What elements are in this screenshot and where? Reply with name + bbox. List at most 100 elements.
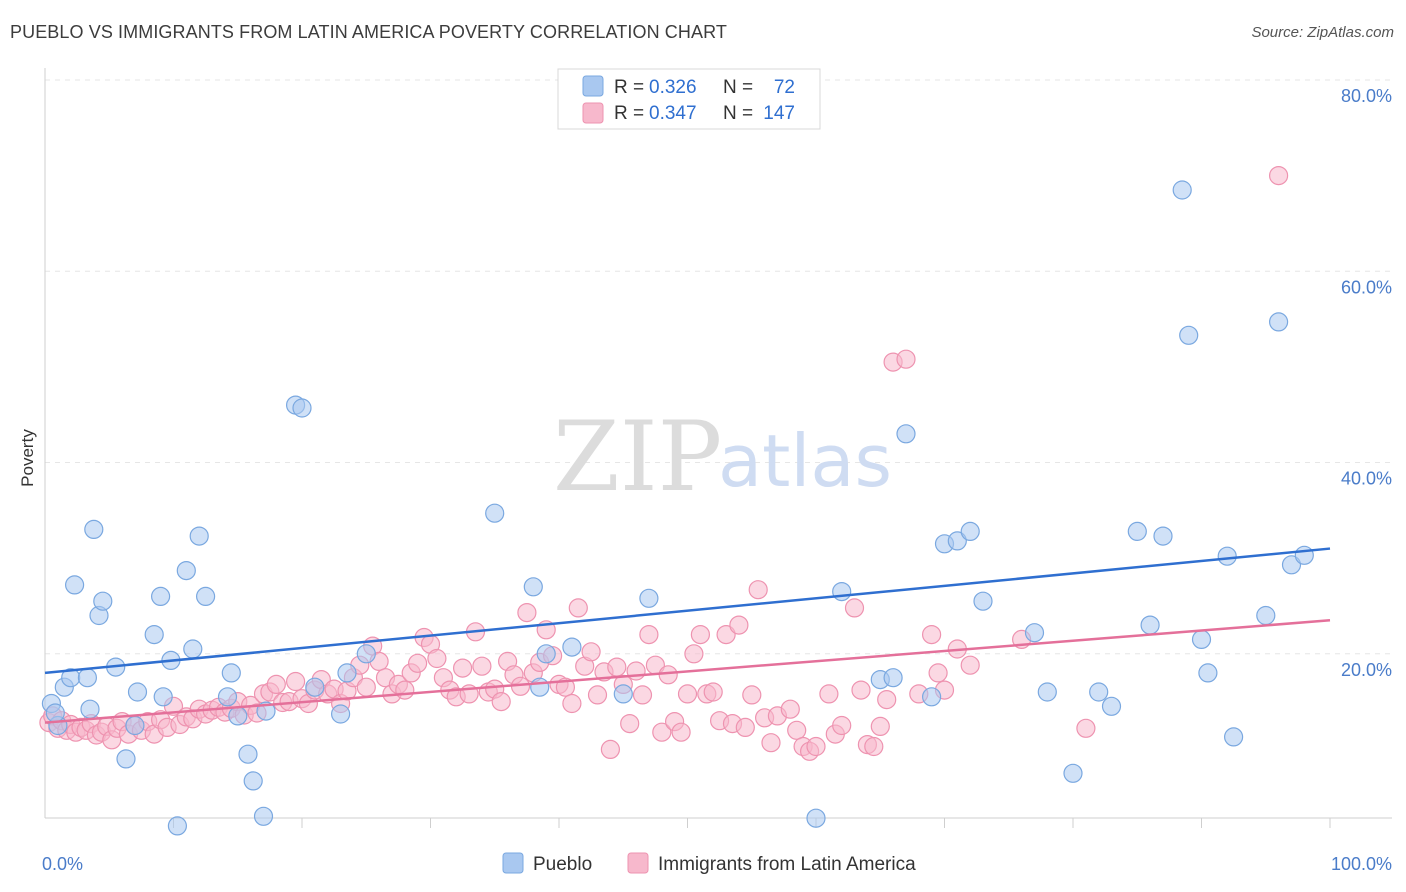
immigrants-point-122 <box>806 736 826 757</box>
pueblo-point-71 <box>806 808 826 828</box>
immigrants-point-99 <box>652 722 672 742</box>
pueblo-point-3 <box>64 575 85 595</box>
pueblo-point-50 <box>973 591 993 611</box>
immigrants-point-42 <box>286 671 306 692</box>
pueblo-point-37 <box>530 677 550 697</box>
immigrants-point-64 <box>427 648 447 669</box>
pueblo-point-42 <box>832 581 852 602</box>
pueblo-point-31 <box>305 677 325 697</box>
legend-swatch-immigrants <box>582 102 604 124</box>
pueblo-point-59 <box>1172 180 1192 200</box>
pueblo-point-53 <box>1063 763 1083 783</box>
pueblo-point-60 <box>1179 325 1199 345</box>
pueblo-point-21 <box>196 586 216 607</box>
bottom-legend-label-immigrants: Immigrants from Latin America <box>658 854 916 875</box>
immigrants-point-141 <box>1076 718 1096 738</box>
immigrants-point-105 <box>690 624 711 645</box>
immigrants-point-131 <box>877 689 897 710</box>
immigrants-point-92 <box>607 657 627 677</box>
pueblo-point-19 <box>183 639 203 659</box>
immigrants-point-96 <box>632 685 653 705</box>
immigrants-point-133 <box>896 349 916 369</box>
pueblo-point-6 <box>84 519 104 540</box>
pueblo-point-65 <box>1256 605 1276 626</box>
pueblo-point-54 <box>1089 682 1109 702</box>
immigrants-point-112 <box>735 717 755 738</box>
immigrants-point-142 <box>1268 166 1289 186</box>
immigrants-point-111 <box>729 615 749 635</box>
immigrants-point-135 <box>921 624 942 645</box>
bottom-legend: Pueblo Immigrants from Latin America <box>502 852 916 875</box>
pueblo-point-41 <box>639 588 659 608</box>
immigrants-point-136 <box>928 663 948 683</box>
pueblo-point-66 <box>1268 312 1289 332</box>
legend-n-value-2: 147 <box>763 103 795 124</box>
x-tick-label-min: 0.0% <box>42 854 83 874</box>
legend-box: R = 0.326 N = 72 R = 0.347 N = 147 <box>557 68 821 130</box>
pueblo-point-11 <box>125 715 145 736</box>
immigrants-point-130 <box>870 716 890 737</box>
pueblo-point-48 <box>947 531 967 551</box>
y-tick-label-60: 60.0% <box>1341 277 1392 297</box>
immigrants-point-85 <box>562 693 582 714</box>
immigrants-point-107 <box>703 682 723 702</box>
pueblo-point-61 <box>1191 629 1212 650</box>
pueblo-point-68 <box>1294 545 1314 565</box>
pueblo-point-8 <box>93 591 113 611</box>
pueblo-point-45 <box>896 424 916 444</box>
pueblo-point-17 <box>167 816 187 836</box>
immigrants-point-126 <box>844 598 865 618</box>
pueblo-point-12 <box>127 682 148 702</box>
pueblo-point-57 <box>1140 615 1160 635</box>
immigrants-point-102 <box>671 722 691 742</box>
chart-title: PUEBLO VS IMMIGRANTS FROM LATIN AMERICA … <box>10 22 727 42</box>
pueblo-point-67 <box>1281 555 1302 575</box>
legend-n-label-2: N = <box>723 103 753 124</box>
x-ticks <box>173 818 1331 828</box>
pueblo-point-34 <box>356 644 376 664</box>
immigrants-point-89 <box>587 685 608 705</box>
immigrants-point-71 <box>472 656 492 676</box>
pueblo-point-13 <box>144 624 164 645</box>
immigrants-point-86 <box>568 598 588 618</box>
y-axis-title: Poverty <box>18 429 37 487</box>
legend-r-label-2: R = <box>614 103 644 124</box>
grid-lines <box>45 79 1392 655</box>
pueblo-point-49 <box>960 521 980 542</box>
pueblo-point-64 <box>1223 727 1244 747</box>
immigrants-point-59 <box>395 680 415 700</box>
bottom-legend-swatch-immigrants <box>627 852 649 874</box>
pueblo-point-51 <box>1024 623 1045 643</box>
pueblo-point-24 <box>228 706 248 726</box>
pueblo-point-22 <box>217 687 238 707</box>
pueblo-point-39 <box>562 637 582 657</box>
immigrants-point-94 <box>620 713 640 734</box>
pueblo-point-15 <box>153 687 173 707</box>
immigrants-point-113 <box>742 685 762 705</box>
legend-r-label-1: R = <box>614 77 644 98</box>
pueblo-point-14 <box>151 586 171 607</box>
pueblo-point-40 <box>613 684 633 704</box>
immigrants-point-100 <box>658 665 678 685</box>
pueblo-point-10 <box>116 749 136 769</box>
immigrants-point-125 <box>832 715 852 736</box>
pueblo-point-44 <box>883 668 903 688</box>
y-tick-label-80: 80.0% <box>1341 86 1392 106</box>
pueblo-point-5 <box>80 699 100 719</box>
immigrants-point-53 <box>356 677 376 697</box>
pueblo-point-46 <box>921 687 942 707</box>
bottom-legend-label-pueblo: Pueblo <box>533 854 592 875</box>
immigrants-point-74 <box>491 691 511 712</box>
pueblo-point-70 <box>45 703 65 723</box>
immigrants-point-88 <box>581 642 601 662</box>
immigrants-point-114 <box>748 580 768 600</box>
trend-line-immigrants <box>44 619 1331 724</box>
legend-n-label-1: N = <box>723 77 753 98</box>
pueblo-point-36 <box>485 503 505 523</box>
immigrants-point-91 <box>600 739 621 760</box>
y-tick-labels: 20.0% 40.0% 60.0% 80.0% <box>1341 86 1392 680</box>
pueblo-point-4 <box>77 668 98 688</box>
y-tick-label-20: 20.0% <box>1341 660 1392 680</box>
bottom-legend-swatch-pueblo <box>502 852 524 874</box>
